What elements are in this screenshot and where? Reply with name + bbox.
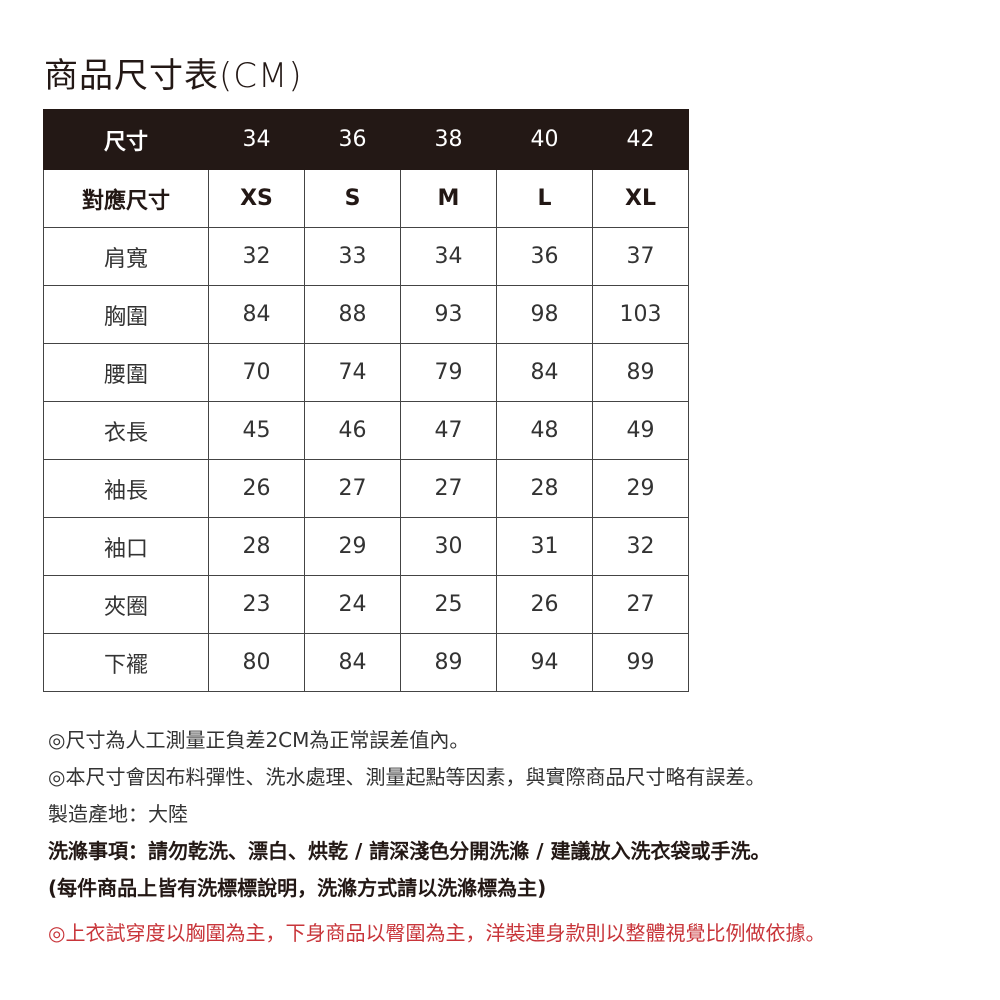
row-label: 下襬 xyxy=(43,633,209,692)
row-label: 袖口 xyxy=(43,517,209,576)
table-row: 衣長 45 46 47 48 49 xyxy=(43,401,689,460)
table-cell: 33 xyxy=(304,227,401,286)
size-chart-table: 尺寸 34 36 38 40 42 對應尺寸 XS S M L XL 肩寬 32 33 34 36 37 胸圍 84 8… xyxy=(43,109,689,692)
table-cell: 98 xyxy=(496,285,593,344)
table-cell: XL xyxy=(592,169,689,228)
table-cell: XS xyxy=(208,169,305,228)
row-label: 胸圍 xyxy=(43,285,209,344)
table-cell: 30 xyxy=(400,517,497,576)
table-cell: 84 xyxy=(496,343,593,402)
table-cell: 27 xyxy=(400,459,497,518)
table-cell: 27 xyxy=(592,575,689,634)
table-cell: 79 xyxy=(400,343,497,402)
table-row: 胸圍 84 88 93 98 103 xyxy=(43,285,689,344)
table-cell: 36 xyxy=(496,227,593,286)
table-cell: 38 xyxy=(400,109,497,170)
table-cell: 31 xyxy=(496,517,593,576)
note-care-label: (每件商品上皆有洗標標說明，洗滌方式請以洗滌標為主) xyxy=(48,876,547,900)
note-origin: 製造產地：大陸 xyxy=(48,802,188,826)
table-cell: 88 xyxy=(304,285,401,344)
table-cell: 80 xyxy=(208,633,305,692)
table-cell: 29 xyxy=(592,459,689,518)
table-cell: 26 xyxy=(208,459,305,518)
table-cell: 84 xyxy=(304,633,401,692)
table-header-row: 尺寸 34 36 38 40 42 xyxy=(43,109,689,170)
table-cell: 48 xyxy=(496,401,593,460)
row-label: 夾圈 xyxy=(43,575,209,634)
note-tolerance: ◎尺寸為人工測量正負差2CM為正常誤差值內。 xyxy=(48,728,470,752)
table-cell: 32 xyxy=(592,517,689,576)
table-row: 夾圈 23 24 25 26 27 xyxy=(43,575,689,634)
table-cell: 47 xyxy=(400,401,497,460)
table-cell: 32 xyxy=(208,227,305,286)
row-label: 尺寸 xyxy=(43,109,209,170)
table-cell: 94 xyxy=(496,633,593,692)
size-label-row: 對應尺寸 XS S M L XL xyxy=(43,169,689,228)
table-cell: 37 xyxy=(592,227,689,286)
table-cell: 42 xyxy=(592,109,689,170)
table-cell: M xyxy=(400,169,497,228)
table-cell: 89 xyxy=(592,343,689,402)
table-cell: 34 xyxy=(400,227,497,286)
row-label: 衣長 xyxy=(43,401,209,460)
note-care: 洗滌事項：請勿乾洗、漂白、烘乾 / 請深淺色分開洗滌 / 建議放入洗衣袋或手洗。 xyxy=(48,839,771,863)
table-cell: 36 xyxy=(304,109,401,170)
note-fit: ◎上衣試穿度以胸圍為主，下身商品以臀圍為主，洋裝連身款則以整體視覺比例做依據。 xyxy=(48,921,826,945)
table-cell: 93 xyxy=(400,285,497,344)
table-cell: 26 xyxy=(496,575,593,634)
table-row: 下襬 80 84 89 94 99 xyxy=(43,633,689,692)
note-variance: ◎本尺寸會因布料彈性、洗水處理、測量起點等因素，與實際商品尺寸略有誤差。 xyxy=(48,765,766,789)
table-cell: 24 xyxy=(304,575,401,634)
table-cell: 34 xyxy=(208,109,305,170)
table-cell: 103 xyxy=(592,285,689,344)
table-cell: 29 xyxy=(304,517,401,576)
row-label: 肩寬 xyxy=(43,227,209,286)
table-cell: 74 xyxy=(304,343,401,402)
table-row: 肩寬 32 33 34 36 37 xyxy=(43,227,689,286)
table-cell: 40 xyxy=(496,109,593,170)
table-cell: 89 xyxy=(400,633,497,692)
table-cell: 25 xyxy=(400,575,497,634)
table-cell: 99 xyxy=(592,633,689,692)
table-cell: L xyxy=(496,169,593,228)
row-label: 腰圍 xyxy=(43,343,209,402)
page-title: 商品尺寸表(CM) xyxy=(44,56,303,96)
table-row: 腰圍 70 74 79 84 89 xyxy=(43,343,689,402)
table-cell: S xyxy=(304,169,401,228)
table-cell: 28 xyxy=(208,517,305,576)
table-cell: 28 xyxy=(496,459,593,518)
table-row: 袖口 28 29 30 31 32 xyxy=(43,517,689,576)
table-row: 袖長 26 27 27 28 29 xyxy=(43,459,689,518)
table-cell: 46 xyxy=(304,401,401,460)
table-cell: 23 xyxy=(208,575,305,634)
row-label: 袖長 xyxy=(43,459,209,518)
table-cell: 27 xyxy=(304,459,401,518)
table-cell: 70 xyxy=(208,343,305,402)
table-cell: 49 xyxy=(592,401,689,460)
notes: ◎尺寸為人工測量正負差2CM為正常誤差值內。 ◎本尺寸會因布料彈性、洗水處理、測… xyxy=(48,722,825,952)
table-cell: 45 xyxy=(208,401,305,460)
table-cell: 84 xyxy=(208,285,305,344)
row-label: 對應尺寸 xyxy=(43,169,209,228)
